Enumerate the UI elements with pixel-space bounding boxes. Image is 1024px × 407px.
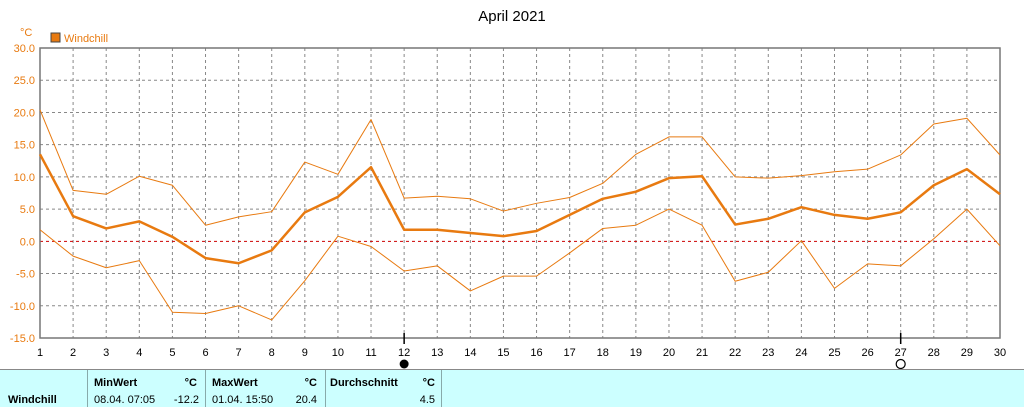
- min-time: 08.04. 07:05: [94, 394, 156, 406]
- max-header: MaxWert: [212, 377, 258, 389]
- x-tick-label: 3: [103, 347, 109, 359]
- y-tick-label: 5.0: [20, 204, 35, 216]
- max-unit: °C: [304, 377, 317, 389]
- x-tick-label: 17: [564, 347, 576, 359]
- min-unit: °C: [184, 377, 197, 389]
- y-tick-label: -10.0: [10, 301, 35, 313]
- y-tick-label: 10.0: [14, 172, 35, 184]
- y-tick-label: 0.0: [20, 236, 35, 248]
- x-tick-label: 10: [332, 347, 344, 359]
- x-tick-label: 22: [729, 347, 741, 359]
- y-tick-label: 30.0: [14, 43, 35, 55]
- x-tick-label: 8: [269, 347, 275, 359]
- x-tick-label: 4: [136, 347, 142, 359]
- series-line-max: [39, 109, 1001, 226]
- stats-max-cell: MaxWert °C 01.04. 15:50 20.4: [206, 370, 326, 407]
- x-tick-label: 27: [895, 347, 907, 359]
- avg-unit: °C: [422, 377, 435, 389]
- min-header: MinWert: [94, 377, 138, 389]
- x-tick-label: 20: [663, 347, 675, 359]
- x-tick-label: 30: [994, 347, 1006, 359]
- x-tick-label: 13: [431, 347, 443, 359]
- x-tick-label: 21: [696, 347, 708, 359]
- y-tick-label: -5.0: [16, 269, 35, 281]
- legend-swatch: [50, 32, 61, 43]
- y-tick-label: 20.0: [14, 107, 35, 119]
- legend-label: Windchill: [64, 33, 108, 45]
- x-tick-label: 28: [928, 347, 940, 359]
- x-tick-label: 12: [398, 347, 410, 359]
- max-value: 20.4: [295, 394, 317, 406]
- y-tick-label: 15.0: [14, 140, 35, 152]
- stats-label-cell: Windchill: [0, 370, 88, 407]
- stats-avg-cell: Durchschnitt °C 4.5: [326, 370, 442, 407]
- series-line-min: [39, 208, 1001, 321]
- series-line-mean: [38, 153, 1001, 265]
- windchill-chart: April 2021°C Windchill30.025.020.015.010.…: [10, 8, 1006, 369]
- x-tick-label: 5: [169, 347, 175, 359]
- x-tick-label: 23: [762, 347, 774, 359]
- min-value: -12.2: [173, 394, 199, 406]
- max-time: 01.04. 15:50: [212, 394, 274, 406]
- x-tick-label: 24: [795, 347, 807, 359]
- x-tick-label: 11: [365, 347, 376, 359]
- x-tick-label: 25: [828, 347, 840, 359]
- x-tick-label: 19: [630, 347, 642, 359]
- x-tick-label: 15: [497, 347, 509, 359]
- x-tick-label: 14: [464, 347, 476, 359]
- x-tick-label: 1: [37, 347, 43, 359]
- full-moon-icon: [895, 358, 906, 369]
- new-moon-icon: [399, 359, 409, 369]
- avg-value: 4.5: [419, 394, 435, 406]
- x-tick-label: 29: [961, 347, 973, 359]
- y-tick-label: -15.0: [10, 333, 35, 345]
- x-tick-label: 26: [861, 347, 873, 359]
- x-tick-label: 9: [302, 347, 308, 359]
- x-tick-label: 2: [70, 347, 76, 359]
- y-tick-label: 25.0: [14, 75, 35, 87]
- stats-series-label: Windchill: [8, 394, 57, 406]
- chart-title: April 2021: [478, 8, 546, 25]
- stats-min-cell: MinWert °C 08.04. 07:05 -12.2: [88, 370, 206, 407]
- y-unit-label: °C: [20, 27, 32, 39]
- stats-panel: Windchill MinWert °C 08.04. 07:05 -12.2 …: [0, 369, 1024, 407]
- x-tick-label: 7: [236, 347, 242, 359]
- plot-frame: [39, 47, 1001, 339]
- avg-header: Durchschnitt: [330, 377, 398, 389]
- x-tick-label: 18: [597, 347, 609, 359]
- x-tick-label: 16: [530, 347, 542, 359]
- x-tick-label: 6: [202, 347, 208, 359]
